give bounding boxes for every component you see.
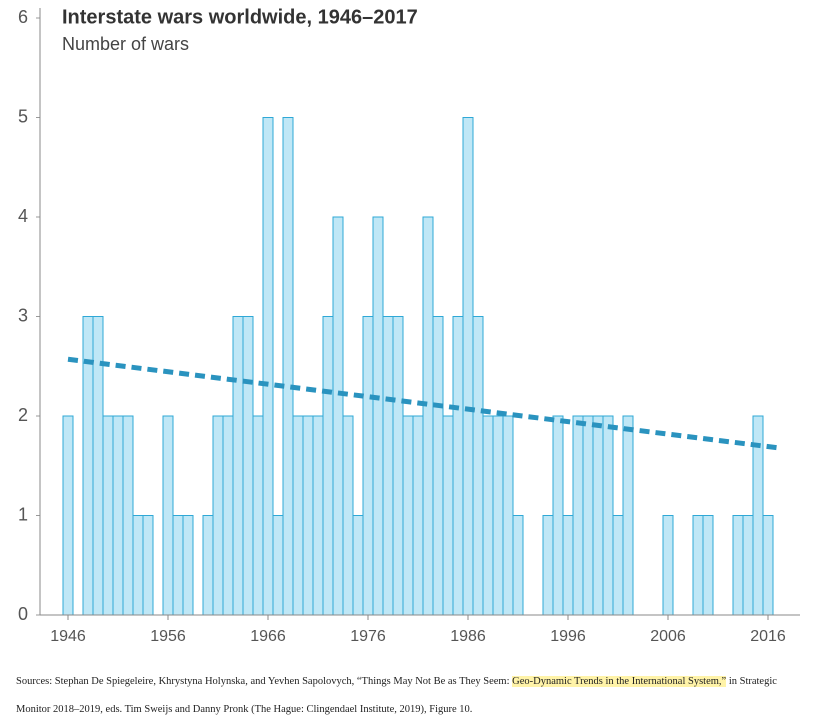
bar [122,415,134,616]
bar [392,316,404,616]
y-tick-label: 1 [18,504,28,524]
chart: Interstate wars worldwide, 1946–2017 Num… [18,6,800,645]
bar [352,515,364,616]
x-tick-label: 1966 [250,628,286,645]
bar [472,316,484,616]
y-tick-label: 2 [18,405,28,425]
bar [212,415,224,616]
bar [322,316,334,616]
y-tick-label: 4 [18,206,28,226]
bar [422,216,434,616]
bar [452,316,464,616]
bar [732,515,744,616]
x-tick-label: 1996 [550,628,586,645]
chart-title: Interstate wars worldwide, 1946–2017 [62,6,418,28]
bar [202,515,214,616]
bar [172,515,184,616]
x-tick-label: 2016 [750,628,786,645]
bar [502,415,514,616]
bar [262,117,274,616]
bar [662,515,674,616]
x-tick-label: 2006 [650,628,686,645]
bar [382,316,394,616]
bar [622,415,634,616]
bar [582,415,594,616]
x-tick-label: 1976 [350,628,386,645]
bar [182,515,194,616]
bar [512,515,524,616]
bar [562,515,574,616]
y-tick-label: 3 [18,305,28,325]
bar [142,515,154,616]
bar [592,415,604,616]
bar [542,515,554,616]
bar [332,216,344,616]
bar [372,216,384,616]
bar [282,117,294,616]
bar [342,415,354,616]
x-tick-label: 1946 [50,628,86,645]
bar [62,415,74,616]
chart-subtitle: Number of wars [62,34,189,54]
x-tick-label: 1956 [150,628,186,645]
bar [302,415,314,616]
y-tick-label: 5 [18,106,28,126]
source-highlight: Geo-Dynamic Trends in the International … [512,676,727,687]
bar [762,515,774,616]
source-text: Sources: Stephan De Spiegeleire, Khrysty… [16,676,513,687]
bar [132,515,144,616]
bar [412,415,424,616]
bar [612,515,624,616]
bar [692,515,704,616]
bar [362,316,374,616]
bar [272,515,284,616]
bar [402,415,414,616]
bar [162,415,174,616]
bar [602,415,614,616]
bar [492,415,504,616]
bar [292,415,304,616]
y-tick-label: 0 [18,604,28,624]
source-text: in Strategic Monitor 2018–2019, eds. Tim… [16,676,777,715]
bar [102,415,114,616]
bar [552,415,564,616]
bar [462,117,474,616]
bar [572,415,584,616]
bar [702,515,714,616]
bar [482,415,494,616]
source-note: Sources: Stephan De Spiegeleire, Khrysty… [16,668,811,724]
bar [232,316,244,616]
bar [432,316,444,616]
bar [742,515,754,616]
y-tick-label: 6 [18,7,28,27]
bar [442,415,454,616]
trend-line [67,356,779,451]
bar [222,415,234,616]
bar [112,415,124,616]
bar [242,316,254,616]
bar [312,415,324,616]
x-tick-label: 1986 [450,628,486,645]
bar [252,415,264,616]
